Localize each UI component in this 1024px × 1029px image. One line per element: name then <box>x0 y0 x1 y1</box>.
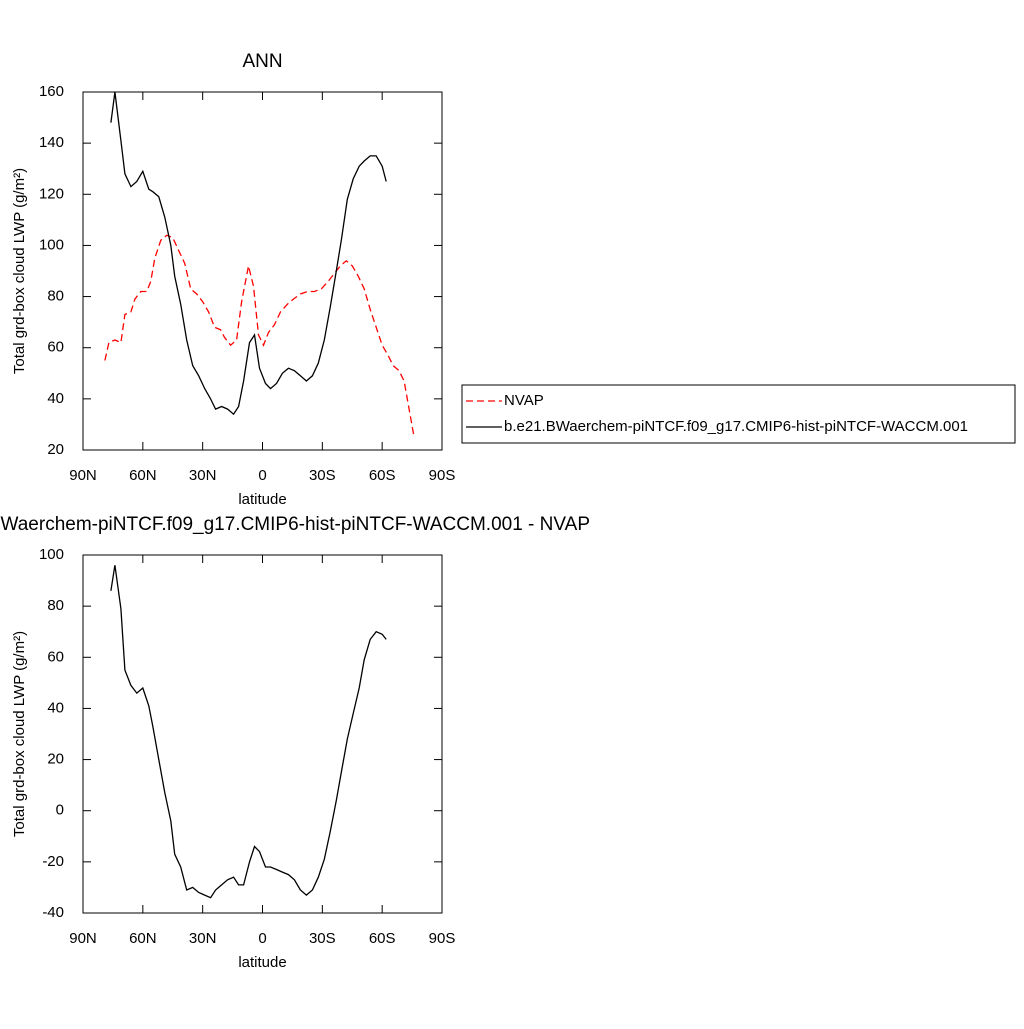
y-tick-label: 40 <box>47 390 64 407</box>
chart-title: ANN <box>242 51 282 72</box>
y-tick-label: -20 <box>42 853 64 870</box>
x-tick-label: 0 <box>258 467 266 484</box>
x-tick-label: 90N <box>69 930 97 947</box>
x-tick-label: 60N <box>129 930 157 947</box>
y-tick-label: 140 <box>39 134 64 151</box>
x-tick-label: 60S <box>369 930 396 947</box>
y-tick-label: 40 <box>47 699 64 716</box>
x-tick-label: 30N <box>189 930 217 947</box>
y-tick-label: 0 <box>56 802 64 819</box>
legend-box <box>461 384 1016 444</box>
data-line <box>110 91 387 416</box>
legend-label: NVAP <box>504 392 544 409</box>
y-tick-label: 20 <box>47 751 64 768</box>
y-tick-label: 80 <box>47 288 64 305</box>
x-tick-label: 90N <box>69 467 97 484</box>
y-tick-label: -40 <box>42 904 64 921</box>
y-tick-label: 20 <box>47 441 64 458</box>
y-tick-label: 120 <box>39 185 64 202</box>
chart-title: b.e21.BWaerchem-piNTCF.f09_g17.CMIP6-his… <box>0 514 590 535</box>
legend-label: b.e21.BWaerchem-piNTCF.f09_g17.CMIP6-his… <box>504 418 968 435</box>
plot-frame <box>82 91 443 451</box>
data-line <box>104 234 415 438</box>
x-tick-label: 30N <box>189 467 217 484</box>
x-tick-label: 30S <box>309 930 336 947</box>
y-tick-label: 80 <box>47 597 64 614</box>
y-tick-label: 160 <box>39 83 64 100</box>
x-tick-label: 60S <box>369 467 396 484</box>
x-axis-label: latitude <box>238 491 286 508</box>
x-tick-label: 60N <box>129 467 157 484</box>
y-tick-label: 60 <box>47 648 64 665</box>
y-axis-label: Total grd-box cloud LWP (g/m²) <box>11 631 28 837</box>
x-tick-label: 90S <box>429 467 456 484</box>
data-line <box>110 565 387 899</box>
x-tick-label: 90S <box>429 930 456 947</box>
y-tick-label: 60 <box>47 339 64 356</box>
y-axis-label: Total grd-box cloud LWP (g/m²) <box>11 168 28 374</box>
x-tick-label: 30S <box>309 467 336 484</box>
y-tick-label: 100 <box>39 546 64 563</box>
x-axis-label: latitude <box>238 954 286 971</box>
x-tick-label: 0 <box>258 930 266 947</box>
y-tick-label: 100 <box>39 236 64 253</box>
